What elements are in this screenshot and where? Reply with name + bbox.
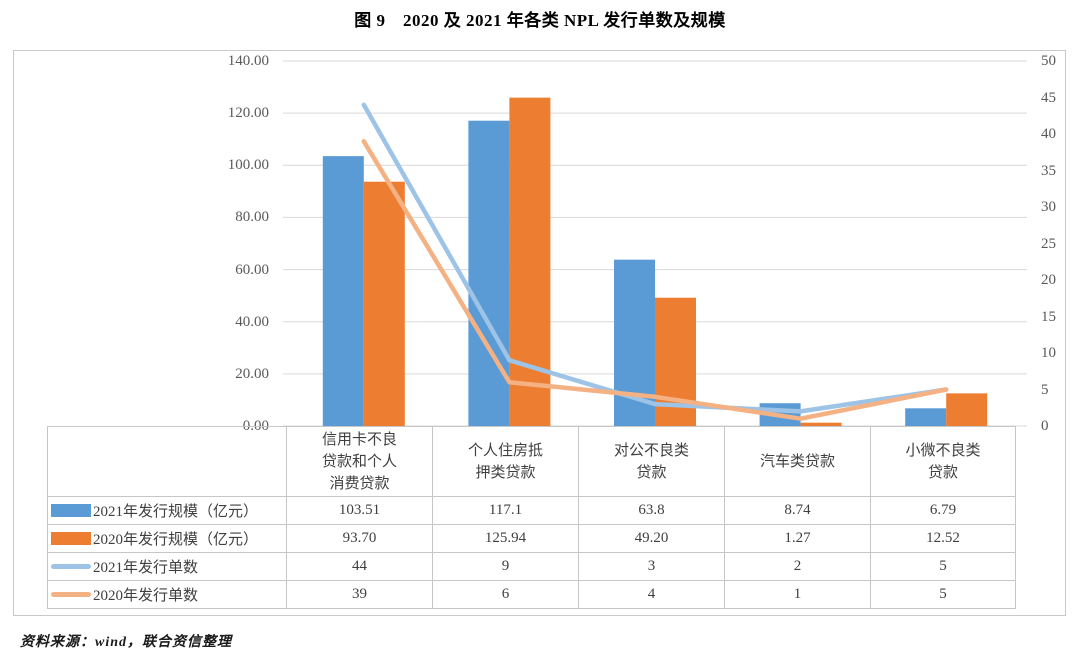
combo-chart-svg [283, 60, 1027, 427]
value-cell: 5 [870, 580, 1016, 609]
bar-2021年发行规模（亿元）-0 [322, 156, 364, 426]
value-cell: 49.20 [578, 524, 725, 553]
left-axis-tick-label: 20.00 [235, 365, 269, 382]
left-axis-tick-label: 120.00 [227, 105, 269, 122]
value-cell: 93.70 [286, 524, 433, 553]
value-cell: 12.52 [870, 524, 1016, 553]
value-cell: 125.94 [432, 524, 579, 553]
legend-cell: 2021年发行单数 [47, 552, 287, 581]
right-axis-tick-label: 35 [1041, 162, 1056, 179]
right-axis-tick-label: 45 [1041, 89, 1056, 106]
value-cell: 63.8 [578, 496, 725, 525]
left-axis-tick-label: 100.00 [227, 157, 269, 174]
category-header-cell: 个人住房抵 押类贷款 [432, 426, 579, 497]
value-cell: 39 [286, 580, 433, 609]
value-cell: 44 [286, 552, 433, 581]
table-row-2021年发行单数: 2021年发行单数 44 9 3 2 5 [47, 552, 1016, 581]
right-axis-tick-label: 10 [1041, 345, 1056, 361]
value-cell: 103.51 [286, 496, 433, 525]
category-header-cell: 小微不良类 贷款 [870, 426, 1016, 497]
data-table: 信用卡不良 贷款和个人 消费贷款 个人住房抵 押类贷款 对公不良类 贷款 汽车类贷款 小微不良类… [47, 426, 1016, 609]
table-row-2020年发行规模（亿元）: 2020年发行规模（亿元） 93.70 125.94 49.20 1.27 12.52 [47, 524, 1016, 553]
right-axis-tick-label: 20 [1041, 272, 1056, 288]
table-row-2020年发行单数: 2020年发行单数 39 6 4 1 5 [47, 580, 1016, 609]
bar-2021年发行规模（亿元）-1 [468, 120, 510, 426]
value-cell: 2 [724, 552, 871, 581]
legend-cell: 2020年发行单数 [47, 580, 287, 609]
legend-swatch-bar-icon [51, 504, 91, 517]
right-axis-tick-label: 15 [1041, 308, 1056, 325]
table-row-2021年发行规模（亿元）: 2021年发行规模（亿元） 103.51 117.1 63.8 8.74 6.79 [47, 496, 1016, 525]
right-axis-tick-label: 0 [1041, 418, 1049, 434]
value-cell: 8.74 [724, 496, 871, 525]
category-header-cell: 汽车类贷款 [724, 426, 871, 497]
source-note: 资料来源：wind，联合资信整理 [20, 635, 233, 650]
bar-2020年发行规模（亿元）-0 [363, 181, 405, 426]
value-cell: 1.27 [724, 524, 871, 553]
legend-cell: 2020年发行规模（亿元） [47, 524, 287, 553]
legend-swatch-line-icon [51, 564, 91, 569]
figure-title: 图 9 2020 及 2021 年各类 NPL 发行单数及规模 [354, 11, 726, 30]
value-cell: 117.1 [432, 496, 579, 525]
value-cell: 5 [870, 552, 1016, 581]
legend-swatch-line-icon [51, 592, 91, 597]
right-axis-tick-label: 25 [1041, 235, 1056, 252]
left-axis-tick-label: 140.00 [227, 53, 269, 69]
left-axis-tick-label: 60.00 [235, 261, 269, 278]
bar-2020年发行规模（亿元）-1 [509, 97, 551, 426]
value-cell: 4 [578, 580, 725, 609]
right-axis-tick-label: 40 [1041, 126, 1056, 142]
data-table-wrap: 信用卡不良 贷款和个人 消费贷款 个人住房抵 押类贷款 对公不良类 贷款 汽车类贷款 小微不良类… [47, 426, 1016, 609]
right-axis-tick-label: 50 [1041, 53, 1056, 69]
right-axis-tick-label: 30 [1041, 199, 1056, 215]
legend-label: 2020年发行规模（亿元） [93, 532, 259, 548]
value-cell: 6 [432, 580, 579, 609]
value-cell: 6.79 [870, 496, 1016, 525]
category-header-row: 信用卡不良 贷款和个人 消费贷款 个人住房抵 押类贷款 对公不良类 贷款 汽车类贷款 小微不良类… [47, 426, 1016, 497]
legend-label: 2021年发行规模（亿元） [93, 504, 259, 520]
chart-area: 140.00 120.00 100.00 80.00 60.00 40.00 20.00 0.… [13, 50, 1066, 616]
right-axis-tick-label: 5 [1041, 381, 1049, 398]
category-header-cell: 对公不良类 贷款 [578, 426, 725, 497]
bar-2021年发行规模（亿元）-4 [905, 408, 947, 426]
left-axis-tick-label: 80.00 [235, 209, 269, 226]
legend-swatch-bar-icon [51, 532, 91, 545]
legend-cell: 2021年发行规模（亿元） [47, 496, 287, 525]
category-header-cell: 信用卡不良 贷款和个人 消费贷款 [286, 426, 433, 497]
value-cell: 9 [432, 552, 579, 581]
bar-2020年发行规模（亿元）-3 [800, 422, 842, 426]
line-2021年发行单数 [361, 102, 949, 414]
value-cell: 1 [724, 580, 871, 609]
line-2020年发行单数 [361, 139, 949, 421]
bar-2020年发行规模（亿元）-4 [946, 393, 988, 426]
legend-label: 2020年发行单数 [93, 588, 199, 604]
table-corner-cell [47, 426, 287, 497]
left-axis-tick-label: 40.00 [235, 313, 269, 330]
value-cell: 3 [578, 552, 725, 581]
legend-label: 2021年发行单数 [93, 560, 199, 576]
